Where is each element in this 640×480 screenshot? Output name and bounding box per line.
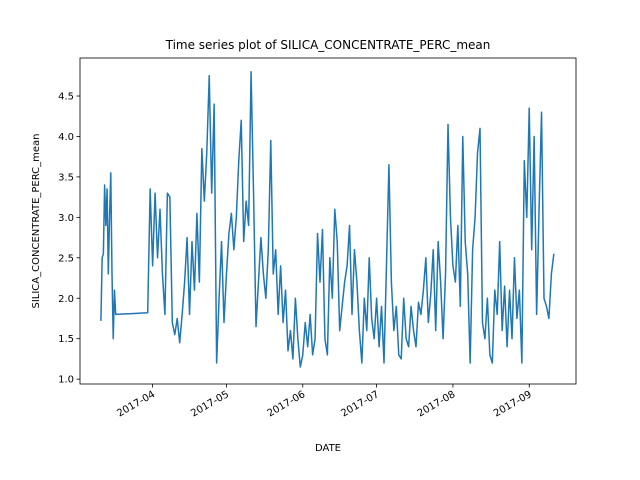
plot-frame: [79, 57, 577, 385]
chart-title: Time series plot of SILICA_CONCENTRATE_P…: [165, 38, 491, 52]
y-tick-label: 2.0: [58, 294, 74, 305]
y-tick-label: 1.0: [58, 375, 74, 386]
y-tick-label: 1.5: [58, 334, 74, 345]
y-tick-label: 3.0: [58, 213, 74, 224]
y-axis-label: SILICA_CONCENTRATE_PERC_mean: [31, 133, 42, 308]
y-tick-label: 4.5: [58, 92, 74, 103]
x-axis-label: DATE: [315, 443, 341, 454]
y-tick-label: 2.5: [58, 253, 74, 264]
data-line: [100, 71, 555, 368]
y-tick-label: 4.0: [58, 132, 74, 143]
y-tick-label: 3.5: [58, 172, 74, 183]
